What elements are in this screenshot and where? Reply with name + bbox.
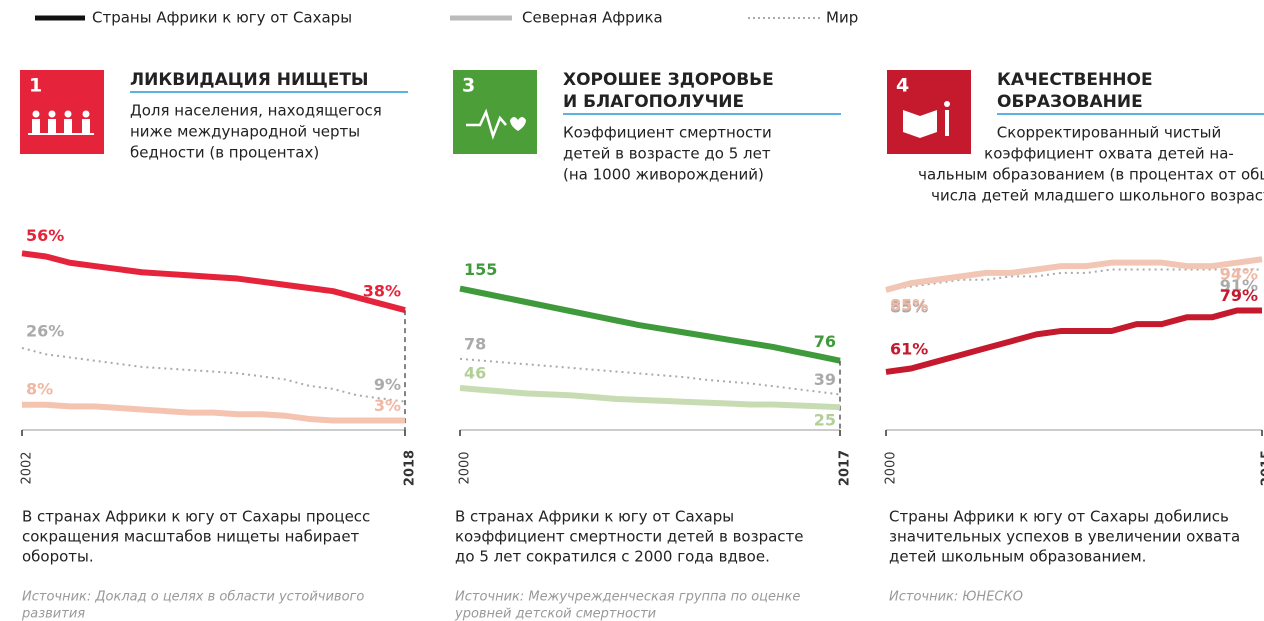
- panel-caption: Страны Африки к югу от Сахары добились: [889, 508, 1229, 526]
- panel-title: ХОРОШЕЕ ЗДОРОВЬЕ: [563, 70, 774, 90]
- panel-source: Источник: Доклад о целях в области устой…: [22, 590, 364, 605]
- panel-subtitle: чальным образованием (в процентах от общ…: [918, 166, 1264, 184]
- panel-caption: до 5 лет сократился с 2000 года вдвое.: [455, 548, 770, 566]
- panel-subtitle: коэффициент охвата детей на-: [984, 145, 1234, 163]
- value-label: 85%: [890, 295, 928, 314]
- panel-subtitle: детей в возрасте до 5 лет: [563, 145, 771, 163]
- line: [459, 285, 841, 364]
- panel-subtitle: Доля населения, находящегося: [130, 102, 382, 120]
- panel-subtitle: (на 1000 живорождений): [563, 166, 764, 184]
- legend-label: Мир: [826, 9, 858, 27]
- line: [885, 256, 1263, 293]
- legend-label: Страны Африки к югу от Сахары: [92, 9, 352, 27]
- panel-subtitle: ниже международной черты: [130, 123, 360, 141]
- x-tick-label: 2015: [1260, 450, 1264, 486]
- x-tick-label: 2018: [403, 450, 418, 486]
- value-label: 46: [464, 364, 486, 383]
- value-label: 8%: [26, 379, 53, 398]
- line: [459, 385, 841, 411]
- panel-source: развития: [21, 607, 85, 621]
- panel-subtitle: Коэффициент смертности: [563, 124, 772, 142]
- value-label: 38%: [363, 282, 401, 301]
- line: [885, 307, 1262, 375]
- line: [22, 401, 405, 424]
- line-dotted: [459, 357, 841, 396]
- goal-number: 4: [896, 75, 909, 97]
- icon-goal-1: [20, 70, 104, 154]
- value-label: 3%: [374, 396, 401, 415]
- panel-title: ЛИКВИДАЦИЯ НИЩЕТЫ: [130, 70, 369, 90]
- panel-subtitle: числа детей младшего школьного возраста): [931, 187, 1264, 205]
- x-tick-label: 2000: [458, 451, 473, 484]
- value-label: 9%: [374, 375, 401, 394]
- value-label: 56%: [26, 226, 64, 245]
- line-dotted: [21, 346, 406, 403]
- value-label: 76: [814, 332, 836, 351]
- value-label: 39: [814, 370, 836, 389]
- value-label: 94%: [1220, 265, 1258, 284]
- panel-caption: коэффициент смертности детей в возрасте: [455, 528, 804, 546]
- panel-subtitle: Скорректированный чистый: [997, 124, 1221, 142]
- x-tick-label: 2002: [20, 451, 35, 484]
- panel-subtitle: бедности (в процентах): [130, 144, 319, 162]
- value-label: 155: [464, 260, 497, 279]
- value-label: 61%: [890, 339, 928, 358]
- legend-label: Северная Африка: [522, 9, 663, 27]
- value-label: 25: [814, 411, 836, 430]
- panel-title: И БЛАГОПОЛУЧИЕ: [563, 92, 744, 112]
- value-label: 79%: [1220, 286, 1258, 305]
- panel-title: КАЧЕСТВЕННОЕ: [997, 70, 1153, 90]
- value-label: 91%: [1220, 276, 1258, 295]
- panel-caption: В странах Африки к югу от Сахары: [455, 508, 734, 526]
- x-tick-label: 2017: [838, 450, 853, 486]
- icon-goal-4: [887, 70, 971, 154]
- panel-caption: значительных успехов в увеличении охвата: [889, 528, 1240, 546]
- panel-caption: детей школьным образованием.: [889, 548, 1146, 566]
- panel-title: ОБРАЗОВАНИЕ: [997, 92, 1143, 112]
- goal-number: 3: [462, 75, 475, 97]
- x-tick-label: 2000: [884, 451, 899, 484]
- panel-caption: сокращения масштабов нищеты набирает: [22, 528, 360, 546]
- value-label: 78: [464, 334, 486, 353]
- value-label: 85%: [890, 297, 928, 316]
- line: [21, 250, 406, 314]
- panel-source: уровней детской смертности: [454, 607, 656, 621]
- panel-caption: В странах Африки к югу от Сахары процесс: [22, 508, 370, 526]
- panel-source: Источник: Межучрежденческая группа по оц…: [455, 590, 800, 605]
- icon-goal-3: [453, 70, 537, 154]
- panel-caption: обороты.: [22, 548, 94, 566]
- value-label: 26%: [26, 321, 64, 340]
- goal-number: 1: [29, 75, 42, 97]
- panel-source: Источник: ЮНЕСКО: [889, 590, 1023, 605]
